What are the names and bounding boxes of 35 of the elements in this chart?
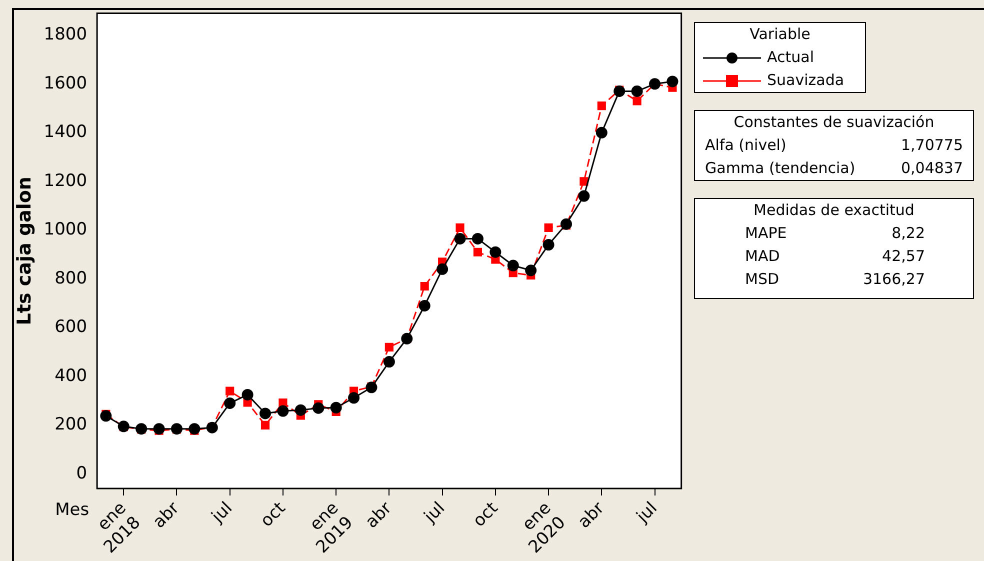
y-tick-label: 1200 <box>44 170 88 191</box>
y-axis-title: Lts caja galon <box>13 176 36 326</box>
y-tick-label: 800 <box>54 268 88 288</box>
text: 8,22 <box>890 223 925 244</box>
y-tick-label: 400 <box>54 366 88 386</box>
text: 0,04837 <box>900 158 963 179</box>
text: MSD <box>745 269 780 290</box>
x-tick-label: jul <box>632 498 662 528</box>
legend-title: Variable <box>748 24 812 45</box>
x-tick-label: abr <box>574 498 608 532</box>
text: Constantes de suavización <box>734 113 934 131</box>
y-tick-label: 0 <box>76 463 88 484</box>
x-tick-label: jul <box>420 498 449 528</box>
x-tick-label: jul <box>207 498 237 528</box>
text: Alfa (nivel) <box>705 135 786 156</box>
legend-label: Actual <box>767 47 814 68</box>
legend-label: Suavizada <box>767 70 844 91</box>
y-tick-label: 1400 <box>44 122 88 142</box>
text: MAD <box>745 246 781 267</box>
text: MAPE <box>745 223 788 244</box>
x-tick-label: abr <box>362 498 396 532</box>
text: 1,70775 <box>900 135 963 156</box>
y-tick-label: 1600 <box>44 73 88 94</box>
text: Medidas de exactitud <box>754 201 914 219</box>
y-tick-label: 600 <box>54 317 88 338</box>
text: 42,57 <box>881 246 925 267</box>
y-tick-label: 200 <box>54 414 88 435</box>
x-tick-label: oct <box>256 498 290 532</box>
text: Gamma (tendencia) <box>705 158 856 179</box>
y-tick-label: 1000 <box>44 220 88 240</box>
x-tick-label: abr <box>149 498 184 532</box>
y-tick-label: 1800 <box>44 24 88 45</box>
x-tick-label: oct <box>469 498 502 532</box>
text: 3166,27 <box>862 269 925 290</box>
x-axis-title: Mes <box>55 500 90 520</box>
